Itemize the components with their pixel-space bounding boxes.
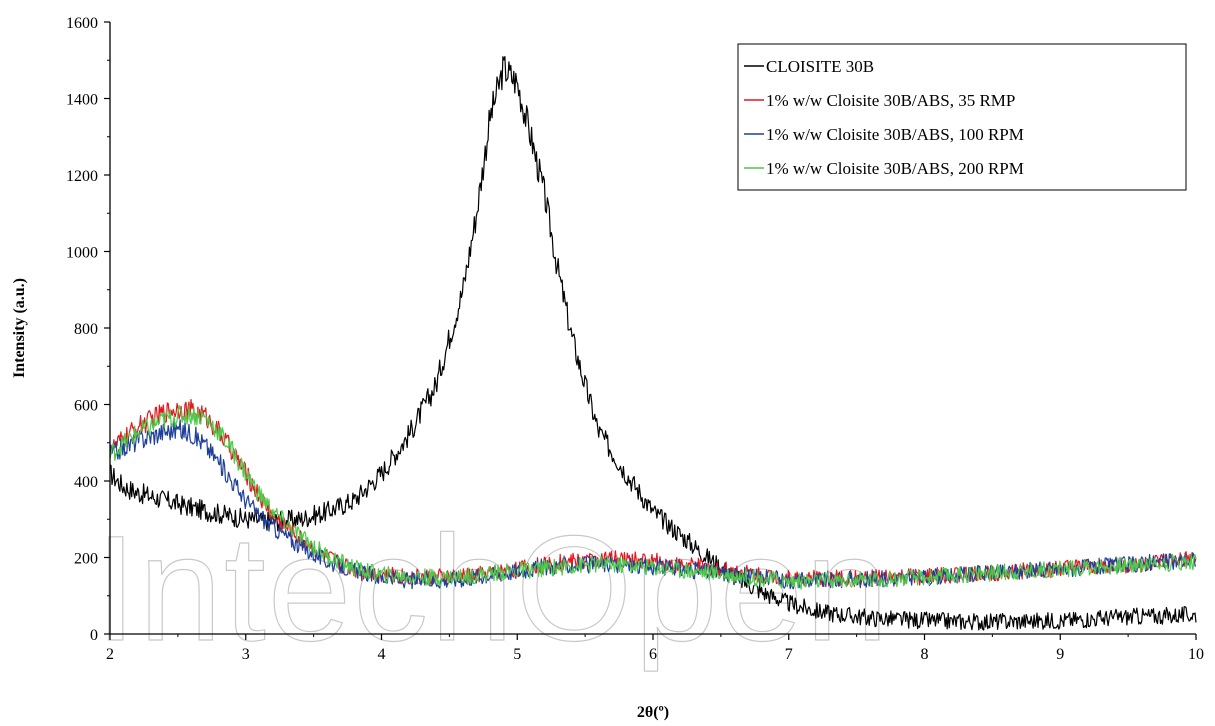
x-tick-label: 6 xyxy=(649,646,657,663)
y-tick-label: 0 xyxy=(90,627,98,644)
legend-label: 1% w/w Cloisite 30B/ABS, 200 RPM xyxy=(766,159,1024,178)
x-tick-label: 3 xyxy=(242,646,250,663)
y-tick-label: 200 xyxy=(74,551,98,568)
y-tick-label: 600 xyxy=(74,398,98,415)
series-line-1 xyxy=(109,55,1197,631)
legend: CLOISITE 30B 1% w/w Cloisite 30B/ABS, 35 … xyxy=(737,43,1187,191)
x-tick-label: 7 xyxy=(785,646,793,663)
legend-label: 1% w/w Cloisite 30B/ABS, 100 RPM xyxy=(766,125,1024,144)
x-axis-title: 2θ(º) xyxy=(637,704,669,721)
x-tick-label: 4 xyxy=(378,646,386,663)
plot-series xyxy=(109,55,1197,631)
y-tick-label: 800 xyxy=(74,321,98,338)
axes: 0 200 400 600 800 1000 1200 1400 1600 2 3 4 5 6 7 8 9 10 xyxy=(66,15,1204,663)
series-line-4 xyxy=(109,404,1197,590)
x-tick-label: 5 xyxy=(513,646,521,663)
y-axis-title: Intensity (a.u.) xyxy=(11,278,28,378)
legend-label: 1% w/w Cloisite 30B/ABS, 35 RMP xyxy=(766,91,1015,110)
y-tick-label: 1000 xyxy=(66,245,98,262)
y-tick-label: 1600 xyxy=(66,15,98,32)
y-tick-label: 1200 xyxy=(66,168,98,185)
series-line-3 xyxy=(109,419,1197,590)
x-tick-label: 10 xyxy=(1188,646,1204,663)
legend-box xyxy=(737,43,1187,191)
x-tick-label: 9 xyxy=(1056,646,1064,663)
x-tick-label: 8 xyxy=(921,646,929,663)
x-tick-label: 2 xyxy=(106,646,114,663)
y-tick-label: 400 xyxy=(74,474,98,491)
legend-label: CLOISITE 30B xyxy=(766,57,874,76)
watermark-text: IntechOpen xyxy=(95,504,891,672)
watermark: IntechOpen xyxy=(94,503,891,672)
y-tick-label: 1400 xyxy=(66,92,98,109)
